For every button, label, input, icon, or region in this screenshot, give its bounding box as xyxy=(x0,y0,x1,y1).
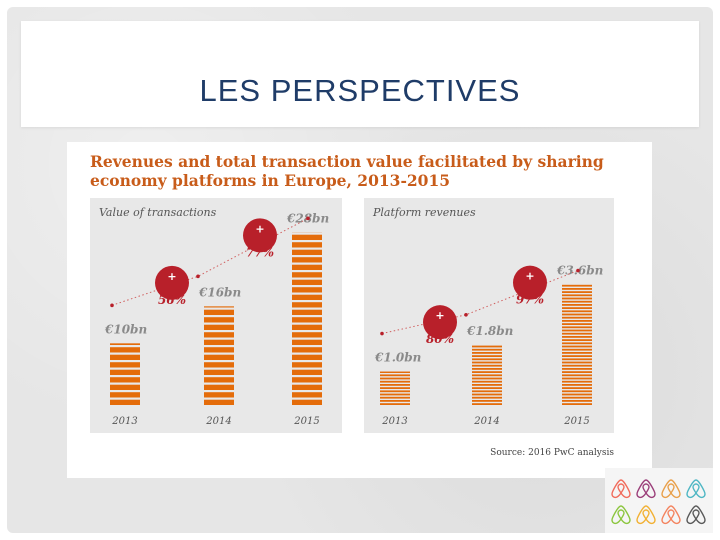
trend-line xyxy=(381,270,579,335)
growth-badge: +56%+ 56% xyxy=(155,265,189,307)
panel-title: Value of transactions xyxy=(99,206,217,219)
svg-text:56%: 56% xyxy=(158,293,186,307)
bar-2015 xyxy=(292,232,322,405)
figure-title: Revenues and total transaction value fac… xyxy=(90,152,604,190)
airbnb-logo-icon xyxy=(661,505,681,525)
bar-2014 xyxy=(472,345,502,405)
category-label: 2013 xyxy=(381,416,407,427)
airbnb-logo-icon xyxy=(636,505,656,525)
trend-point xyxy=(380,331,384,336)
svg-text:+: + xyxy=(167,270,176,283)
bar-2015 xyxy=(562,284,592,405)
svg-text:+: + xyxy=(525,270,534,283)
category-label: 2014 xyxy=(205,416,231,427)
airbnb-logo-icon-group xyxy=(611,479,706,525)
source-note: Source: 2016 PwC analysis xyxy=(490,448,614,458)
trend-point xyxy=(464,312,468,317)
slide-title: LES PERSPECTIVES xyxy=(199,73,521,108)
airbnb-logo-icon xyxy=(686,505,706,525)
title-box: LES PERSPECTIVES xyxy=(21,21,699,127)
bar-2014 xyxy=(204,306,234,405)
svg-text:+: + xyxy=(435,309,444,322)
trend-point xyxy=(196,274,200,279)
value-label: €1.8bn xyxy=(466,324,513,338)
value-label: €10bn xyxy=(104,322,147,336)
growth-badge: +80%+ 80% xyxy=(423,305,457,346)
category-label: 2015 xyxy=(563,416,589,427)
svg-text:77%: 77% xyxy=(246,245,274,259)
growth-badge: +97%+ 97% xyxy=(513,265,547,307)
category-label: 2015 xyxy=(293,416,319,427)
airbnb-logo-icon xyxy=(611,505,631,525)
airbnb-logo-icon xyxy=(636,479,656,499)
category-label: 2014 xyxy=(473,416,499,427)
panel-title: Platform revenues xyxy=(373,206,476,219)
svg-text:+: + xyxy=(255,222,264,235)
value-label: €1.0bn xyxy=(374,351,421,365)
chart-figure: Revenues and total transaction value fac… xyxy=(67,142,652,478)
growth-badge: +77%+ 77% xyxy=(243,218,277,259)
svg-text:97%: 97% xyxy=(516,293,544,307)
category-label: 2013 xyxy=(111,416,137,427)
bar-2013 xyxy=(380,371,410,405)
airbnb-logos-block xyxy=(605,468,713,533)
airbnb-logo-icon xyxy=(661,479,681,499)
value-label: €16bn xyxy=(198,285,241,299)
airbnb-logo-icon xyxy=(686,479,706,499)
trend-point xyxy=(576,268,580,273)
trend-point xyxy=(110,303,114,308)
airbnb-logo-icon xyxy=(611,479,631,499)
trend-point xyxy=(306,216,310,221)
svg-text:80%: 80% xyxy=(426,332,454,346)
bar-2013 xyxy=(110,343,140,405)
